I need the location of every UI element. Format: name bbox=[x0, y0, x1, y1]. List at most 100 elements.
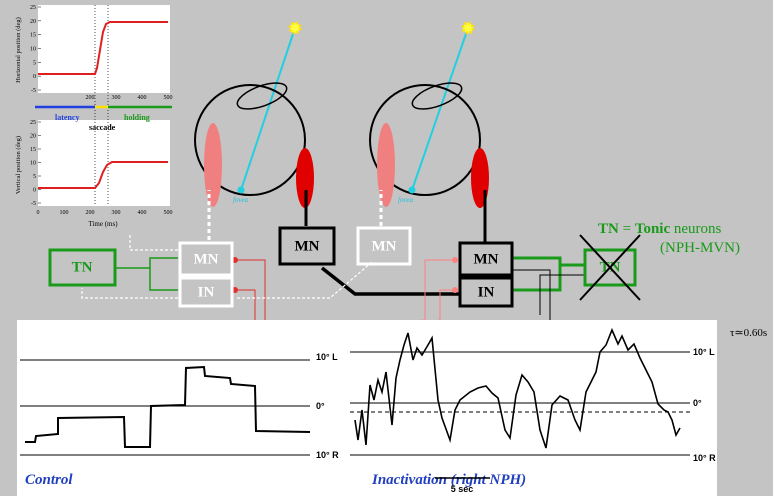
box-label: IN bbox=[198, 284, 215, 300]
fovea-dot bbox=[237, 186, 245, 194]
y-tick-label: 5 bbox=[33, 60, 36, 66]
legend-bold: Tonic bbox=[635, 221, 671, 237]
muscle bbox=[377, 123, 395, 207]
x-tick-label: 400 bbox=[138, 95, 147, 101]
box-label: MN bbox=[474, 251, 499, 267]
scale-bar-label: 5 sec bbox=[451, 484, 474, 494]
gaze-line bbox=[411, 27, 469, 191]
synapse bbox=[452, 257, 458, 263]
plot-area bbox=[38, 5, 170, 93]
eye-left: fovea bbox=[194, 21, 314, 208]
pathway bbox=[129, 235, 178, 251]
x-tick-label: 500 bbox=[164, 95, 173, 101]
fovea-label: fovea bbox=[233, 196, 249, 204]
x-tick-label: 500 bbox=[164, 210, 173, 216]
phase-label: saccade bbox=[89, 123, 116, 132]
gaze-line bbox=[240, 27, 296, 191]
box-label: MN bbox=[372, 238, 397, 254]
scale-label: 10° L bbox=[316, 352, 338, 362]
scale-label: 0° bbox=[316, 401, 325, 411]
y-tick-label: 10 bbox=[30, 161, 36, 167]
fovea-label: fovea bbox=[398, 196, 414, 204]
pathway bbox=[149, 268, 178, 291]
axis-label: Horizontal position (deg) bbox=[15, 17, 22, 83]
trace bbox=[38, 161, 168, 189]
pathway bbox=[235, 289, 256, 330]
scale-label: 10° L bbox=[693, 347, 715, 357]
phase-label: holding bbox=[124, 113, 150, 122]
pathway bbox=[81, 288, 178, 299]
axis-label: Time (ms) bbox=[88, 220, 118, 228]
neurons: TN MN IN MN MN MN IN TN bbox=[48, 226, 641, 308]
eye-right: fovea bbox=[369, 21, 489, 208]
condition-label: Inactivation (right NPH) bbox=[371, 472, 526, 488]
trace bbox=[354, 327, 681, 449]
scale-label: 10° R bbox=[693, 453, 716, 463]
x-tick-label: 0 bbox=[37, 210, 40, 216]
box bbox=[458, 241, 514, 277]
lens bbox=[411, 82, 463, 110]
x-tick-label: 200 bbox=[86, 210, 95, 216]
box-label: MN bbox=[194, 251, 219, 267]
pathway bbox=[539, 274, 585, 315]
panel bbox=[17, 320, 717, 496]
x-tick-label: 200 bbox=[86, 95, 95, 101]
muscle bbox=[296, 148, 314, 208]
pathway bbox=[512, 256, 585, 267]
cross bbox=[579, 234, 641, 301]
box bbox=[278, 226, 336, 266]
box bbox=[48, 248, 117, 287]
box bbox=[583, 248, 637, 287]
phase-label: latency bbox=[55, 113, 79, 122]
axis-label: Vertical position (deg) bbox=[15, 136, 22, 194]
box-label: MN bbox=[295, 238, 320, 254]
eyeball bbox=[369, 84, 481, 196]
legend-eq: = bbox=[623, 221, 631, 237]
y-tick-label: 25 bbox=[30, 120, 36, 126]
x-tick-label: 300 bbox=[112, 210, 121, 216]
legend-rest: neurons bbox=[674, 221, 722, 237]
target bbox=[461, 21, 475, 35]
connections bbox=[81, 190, 585, 331]
trace bbox=[25, 365, 311, 448]
y-tick-label: 5 bbox=[33, 174, 36, 180]
legend-sub: (NPH-MVN) bbox=[660, 240, 740, 256]
y-tick-label: 15 bbox=[30, 147, 36, 153]
y-tick-label: -5 bbox=[31, 201, 36, 207]
y-tick-label: 20 bbox=[30, 134, 36, 140]
y-tick-label: 0 bbox=[33, 74, 36, 80]
x-tick-label: 100 bbox=[60, 210, 69, 216]
legend-abbr: TN bbox=[598, 221, 619, 237]
y-tick-label: 20 bbox=[30, 19, 36, 25]
target bbox=[288, 21, 302, 35]
saccade-plots: latency saccade holding Horizontal posit… bbox=[15, 5, 173, 228]
pathway bbox=[512, 269, 551, 320]
y-tick-label: -5 bbox=[31, 88, 36, 94]
pathway bbox=[235, 259, 266, 330]
box bbox=[178, 241, 234, 277]
lens bbox=[236, 82, 288, 110]
y-tick-label: 15 bbox=[30, 33, 36, 39]
box-label: IN bbox=[478, 284, 495, 300]
fovea-dot bbox=[408, 186, 416, 194]
x-tick-label: 300 bbox=[112, 95, 121, 101]
box bbox=[458, 276, 514, 308]
muscle bbox=[204, 123, 222, 207]
box-label: TN bbox=[72, 259, 93, 275]
eyeball bbox=[194, 84, 306, 196]
pathway bbox=[115, 257, 178, 269]
condition-label: Control bbox=[25, 472, 73, 488]
y-tick-label: 0 bbox=[33, 188, 36, 194]
y-tick-label: 10 bbox=[30, 47, 36, 53]
trace bbox=[38, 21, 168, 75]
scale-label: 0° bbox=[693, 398, 702, 408]
scale-label: 10° R bbox=[316, 450, 339, 460]
pathway bbox=[512, 265, 562, 292]
pathway bbox=[237, 261, 373, 299]
recordings: 10° L 0° 10° R 10° L 0° 10° R Control In… bbox=[17, 320, 717, 496]
y-tick-label: 25 bbox=[30, 5, 36, 11]
x-tick-label: 400 bbox=[138, 210, 147, 216]
box bbox=[178, 276, 234, 308]
legend: TN = Tonic neurons bbox=[598, 221, 722, 237]
